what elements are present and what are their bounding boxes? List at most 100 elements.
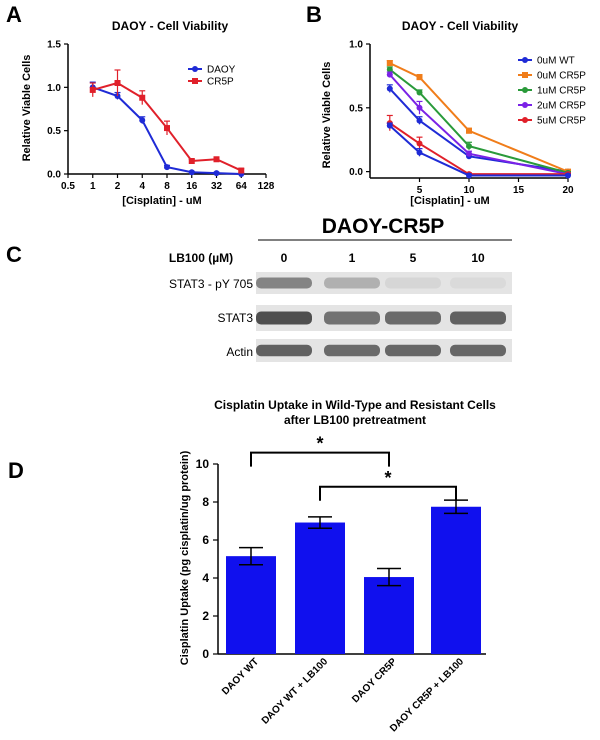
chart-a-xlabel: [Cisplatin] - uM bbox=[122, 195, 201, 207]
lb100-dose-header: LB100 (µM) bbox=[169, 251, 233, 265]
panel-letter-c: C bbox=[6, 242, 22, 267]
blot-row-label: STAT3 - pY 705 bbox=[169, 277, 253, 291]
chart-b-legend-label: 2uM CR5P bbox=[537, 101, 586, 112]
chart-d-ytick-label: 6 bbox=[202, 533, 209, 547]
chart-b-ytick-label: 1.0 bbox=[349, 40, 363, 51]
significance-star: * bbox=[316, 434, 323, 454]
panel-letter-a: A bbox=[6, 2, 22, 27]
chart-a-point bbox=[114, 80, 121, 86]
chart-b-point bbox=[466, 127, 472, 134]
chart-b-point bbox=[386, 85, 393, 92]
chart-b-legend-label: 1uM CR5P bbox=[537, 86, 586, 97]
blot-band bbox=[450, 311, 506, 325]
blot-strip bbox=[256, 272, 512, 294]
chart-a-xtick-label: 2 bbox=[115, 181, 121, 192]
chart-d-bar bbox=[226, 556, 276, 654]
blot-band bbox=[256, 277, 312, 289]
chart-b-legend-label: 5uM CR5P bbox=[537, 116, 586, 127]
chart-b-point bbox=[466, 172, 472, 179]
chart-b-series-line bbox=[389, 68, 569, 174]
significance-star: * bbox=[384, 468, 391, 488]
chart-b-xtick-label: 10 bbox=[463, 185, 475, 196]
blot-band bbox=[385, 311, 441, 325]
chart-b-point bbox=[466, 143, 472, 150]
panel-letter-d: D bbox=[8, 458, 24, 483]
chart-a-point bbox=[139, 117, 146, 124]
lb100-dose-label: 5 bbox=[410, 251, 417, 265]
significance-bracket bbox=[250, 451, 390, 467]
chart-b-legend-marker bbox=[522, 117, 528, 123]
chart-b-point bbox=[416, 140, 423, 147]
chart-b-xlabel: [Cisplatin] - uM bbox=[410, 195, 489, 207]
chart-d: Cisplatin Uptake in Wild-Type and Resist… bbox=[179, 398, 496, 734]
chart-d-category-label: DAOY WT + LB100 bbox=[260, 656, 331, 727]
chart-a-point bbox=[238, 167, 245, 174]
chart-b-point bbox=[416, 117, 423, 124]
chart-a-xtick-label: 0.5 bbox=[61, 181, 75, 192]
chart-b-point bbox=[386, 60, 393, 67]
chart-a-xtick-label: 64 bbox=[236, 181, 248, 192]
blot-band bbox=[256, 344, 312, 357]
chart-b-series-line bbox=[389, 124, 568, 177]
chart-d-ytick-label: 8 bbox=[202, 495, 209, 509]
chart-b-xtick-label: 5 bbox=[417, 185, 423, 196]
chart-d-ytick-label: 10 bbox=[196, 457, 210, 471]
chart-b-point bbox=[386, 71, 393, 78]
blot-band bbox=[385, 344, 441, 357]
chart-b-point bbox=[466, 150, 472, 157]
chart-d-category-label: DAOY CR5P bbox=[350, 656, 399, 705]
chart-a-xtick-label: 128 bbox=[258, 181, 275, 192]
chart-a-point bbox=[164, 125, 170, 132]
blot-strip bbox=[256, 339, 512, 362]
chart-b-xtick-label: 15 bbox=[513, 185, 525, 196]
chart-d-title-line1: Cisplatin Uptake in Wild-Type and Resist… bbox=[214, 398, 496, 412]
chart-b-legend-marker bbox=[522, 87, 528, 93]
chart-d-ytick-label: 4 bbox=[202, 571, 209, 585]
chart-d-category-label: DAOY WT bbox=[220, 656, 261, 697]
chart-a-ytick-label: 0.5 bbox=[47, 126, 61, 137]
chart-b-ylabel: Relative Viable Cells bbox=[321, 62, 333, 169]
chart-a-point bbox=[213, 170, 220, 177]
blot-row-label: Actin bbox=[226, 345, 253, 359]
panel-letter-b: B bbox=[306, 2, 322, 27]
chart-b-ytick-label: 0.0 bbox=[349, 167, 363, 178]
chart-a-point bbox=[139, 94, 146, 101]
chart-a-ytick-label: 0.0 bbox=[47, 170, 61, 181]
blot-band bbox=[324, 311, 380, 325]
chart-d-bar bbox=[295, 522, 345, 654]
chart-b-point bbox=[416, 104, 423, 111]
chart-d-ytick-label: 0 bbox=[202, 647, 209, 661]
chart-a-legend-label: CR5P bbox=[207, 77, 234, 88]
chart-b-series-line bbox=[389, 73, 569, 176]
chart-a-xtick-label: 4 bbox=[139, 181, 145, 192]
chart-a-xtick-label: 1 bbox=[90, 181, 96, 192]
chart-b-point bbox=[416, 89, 423, 96]
chart-d-bar bbox=[431, 506, 481, 654]
blot-row-label: STAT3 bbox=[217, 311, 253, 325]
chart-b-title: DAOY - Cell Viability bbox=[402, 19, 519, 33]
chart-b-point bbox=[386, 122, 393, 129]
chart-d-ytick-label: 2 bbox=[202, 609, 209, 623]
blot-band bbox=[324, 344, 380, 357]
blot-band bbox=[450, 277, 506, 289]
lb100-dose-label: 1 bbox=[349, 251, 356, 265]
chart-b: DAOY - Cell Viability [Cisplatin] - uM R… bbox=[321, 19, 586, 207]
chart-b-point bbox=[416, 74, 423, 81]
chart-a-point bbox=[164, 164, 170, 171]
chart-b-ytick-label: 0.5 bbox=[349, 103, 363, 114]
chart-b-point bbox=[565, 172, 571, 179]
chart-a-ytick-label: 1.0 bbox=[47, 83, 61, 94]
chart-a-legend-label: DAOY bbox=[207, 65, 236, 76]
blot-band bbox=[324, 277, 380, 289]
chart-d-category-label: DAOY CR5P + LB100 bbox=[388, 656, 466, 734]
chart-b-legend-marker bbox=[522, 72, 528, 78]
chart-a-point bbox=[188, 169, 195, 176]
chart-a-xtick-label: 8 bbox=[164, 181, 170, 192]
blot-band bbox=[450, 344, 506, 357]
chart-b-legend-label: 0uM CR5P bbox=[537, 71, 586, 82]
chart-b-xtick-label: 20 bbox=[562, 185, 574, 196]
chart-b-point bbox=[386, 66, 393, 73]
chart-d-title-line2: after LB100 pretreatment bbox=[284, 413, 426, 427]
